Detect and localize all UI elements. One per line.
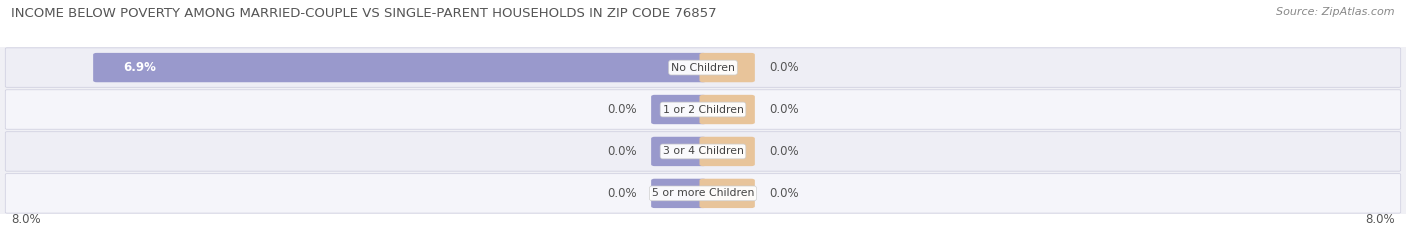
FancyBboxPatch shape	[6, 132, 1400, 171]
Text: 5 or more Children: 5 or more Children	[652, 188, 754, 198]
Text: 0.0%: 0.0%	[769, 61, 799, 74]
FancyBboxPatch shape	[700, 95, 755, 124]
Text: 0.0%: 0.0%	[769, 103, 799, 116]
Text: No Children: No Children	[671, 63, 735, 72]
Text: 0.0%: 0.0%	[607, 103, 637, 116]
Text: 6.9%: 6.9%	[124, 61, 156, 74]
FancyBboxPatch shape	[651, 137, 707, 166]
Text: 0.0%: 0.0%	[769, 187, 799, 200]
FancyBboxPatch shape	[6, 174, 1400, 213]
FancyBboxPatch shape	[651, 179, 707, 208]
Text: 0.0%: 0.0%	[769, 145, 799, 158]
FancyBboxPatch shape	[700, 53, 755, 82]
Text: 3 or 4 Children: 3 or 4 Children	[662, 147, 744, 156]
Text: 1 or 2 Children: 1 or 2 Children	[662, 105, 744, 114]
Bar	[0, 47, 1406, 89]
FancyBboxPatch shape	[700, 137, 755, 166]
Bar	[0, 172, 1406, 214]
FancyBboxPatch shape	[6, 48, 1400, 87]
Text: Source: ZipAtlas.com: Source: ZipAtlas.com	[1277, 7, 1395, 17]
Text: 0.0%: 0.0%	[607, 187, 637, 200]
Text: INCOME BELOW POVERTY AMONG MARRIED-COUPLE VS SINGLE-PARENT HOUSEHOLDS IN ZIP COD: INCOME BELOW POVERTY AMONG MARRIED-COUPL…	[11, 7, 717, 20]
Text: 8.0%: 8.0%	[1365, 212, 1395, 226]
FancyBboxPatch shape	[6, 90, 1400, 129]
Bar	[0, 89, 1406, 130]
FancyBboxPatch shape	[700, 179, 755, 208]
Bar	[0, 130, 1406, 172]
FancyBboxPatch shape	[651, 95, 707, 124]
Text: 8.0%: 8.0%	[11, 212, 41, 226]
FancyBboxPatch shape	[93, 53, 707, 82]
Text: 0.0%: 0.0%	[607, 145, 637, 158]
